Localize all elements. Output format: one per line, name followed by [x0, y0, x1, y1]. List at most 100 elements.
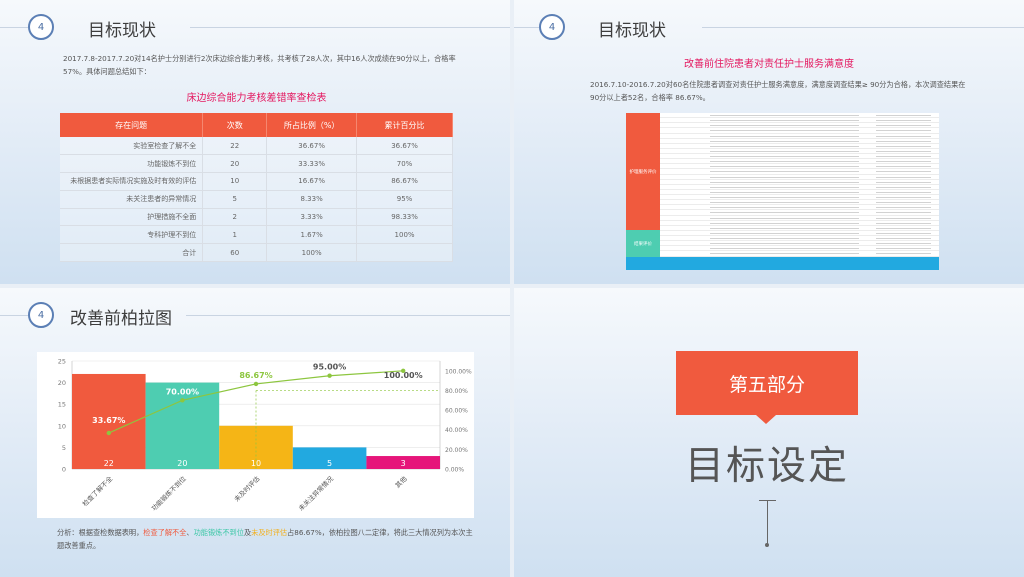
y2-tick-label: 0.00% [445, 467, 464, 474]
table-row: 实验室检查了解不全 22 36.67% 36.67% [60, 137, 453, 156]
table-row: 未根据患者实际情况实施及时有效的评估 10 16.67% 86.67% [60, 172, 453, 191]
table-cell: 98.33% [356, 208, 453, 227]
table-cell: 36.67% [266, 137, 358, 156]
survey-row [660, 118, 939, 124]
pareto-chart-svg: 0 5 10 15 20 25 0.00% 20.00% 40.00% 60.00% 80.00% 1… [58, 358, 472, 513]
line-label: 86.67% [239, 371, 272, 380]
survey-row [660, 175, 939, 180]
survey-row [660, 190, 939, 195]
table-cell: 8.33% [266, 190, 358, 209]
table-cell: 70% [356, 154, 453, 174]
y2-tick-label: 60.00% [445, 408, 468, 415]
table-cell: 36.67% [356, 137, 453, 156]
section-big-title: 目标设定 [684, 444, 849, 489]
survey-row [660, 144, 939, 149]
table-cell: 100% [266, 243, 358, 263]
bar [292, 447, 367, 469]
analysis-item-3: 未及时评估 [251, 528, 288, 537]
y-tick-label: 15 [58, 401, 66, 409]
bar-label: 5 [327, 459, 332, 468]
line-label: 95.00% [313, 363, 346, 372]
analysis-prefix: 分析：根据查检数据表明， [57, 528, 144, 537]
category-label: 未及时评估 [232, 474, 262, 504]
survey-category-label: 护理服务评价 [626, 113, 660, 230]
divider [190, 27, 510, 28]
table-cell: 10 [202, 172, 268, 191]
slide-target-status-table[interactable]: 4 目标现状 2017.7.8-2017.7.20对14名护士分别进行2次床边综… [0, 0, 510, 284]
table-header-row: 存在问题 次数 所占比例（%） 累计百分比 [60, 113, 453, 137]
bar [366, 456, 440, 469]
bar-label: 22 [104, 459, 114, 468]
column-header: 存在问题 [60, 113, 204, 137]
section-number-badge: 4 [539, 14, 565, 40]
table-cell: 3.33% [266, 208, 358, 227]
survey-row [660, 205, 939, 211]
survey-rows [660, 113, 939, 257]
divider [186, 315, 510, 316]
section-number-badge: 4 [28, 14, 54, 40]
intro-text: 2017.7.8-2017.7.20对14名护士分别进行2次床边综合能力考核，共… [63, 54, 456, 76]
divider [702, 27, 1024, 28]
line-label: 100.00% [384, 371, 423, 380]
decor-dot [765, 543, 769, 547]
table-cell: 60 [202, 243, 268, 263]
part-label-pointer [756, 415, 776, 424]
analysis-text: 分析：根据查检数据表明，检查了解不全、功能锻炼不到位及未及时评估占86.67%，… [57, 526, 477, 552]
y-tick-label: 5 [62, 444, 66, 452]
part-label: 第五部分 [676, 351, 858, 415]
table-cell: 33.33% [266, 154, 358, 174]
survey-row [660, 246, 939, 252]
bar-label: 3 [401, 459, 406, 468]
survey-row [660, 216, 939, 221]
survey-row [660, 154, 939, 160]
table-cell: 86.67% [356, 172, 453, 191]
table-title: 床边综合能力考核差错率查检表 [186, 93, 327, 104]
section-number-badge: 4 [28, 302, 54, 328]
line-point [253, 381, 259, 387]
table-cell: 功能锻炼不到位 [60, 154, 204, 174]
survey-row [660, 210, 939, 216]
table-cell: 22 [202, 137, 268, 156]
y2-tick-label: 80.00% [445, 388, 468, 395]
table-row: 专科护理不到位 1 1.67% 100% [60, 225, 453, 245]
line-point [327, 373, 332, 378]
survey-row [660, 231, 939, 236]
bar-label: 20 [177, 459, 187, 468]
decor-line [767, 500, 768, 544]
table-cell: 未关注患者的异常情况 [60, 190, 204, 209]
column-header: 累计百分比 [356, 113, 453, 137]
survey-row [660, 113, 939, 119]
column-header: 次数 [202, 113, 268, 137]
y2-tick-label: 20.00% [445, 447, 468, 454]
category-label: 未关注异常情况 [296, 474, 335, 513]
survey-row [660, 195, 939, 201]
table-row: 护理措施不全面 2 3.33% 98.33% [60, 208, 453, 227]
table-cell: 1.67% [266, 225, 358, 245]
analysis-sep: 及 [243, 528, 252, 537]
table-cell: 95% [356, 190, 453, 209]
table-cell: 专科护理不到位 [60, 225, 204, 245]
survey-row [660, 251, 939, 257]
column-header: 所占比例（%） [266, 113, 358, 137]
survey-row [660, 128, 939, 134]
analysis-item-1: 检查了解不全 [143, 528, 187, 537]
y2-tick-label: 100.00% [445, 368, 472, 375]
table-cell [356, 243, 453, 263]
survey-row [660, 169, 939, 175]
slide-title: 改善前柏拉图 [70, 309, 172, 329]
survey-row [660, 164, 939, 170]
slide-part-five[interactable] [514, 288, 1024, 577]
survey-row [660, 236, 939, 242]
table-cell: 未根据患者实际情况实施及时有效的评估 [60, 172, 204, 191]
table-row: 功能锻炼不到位 20 33.33% 70% [60, 154, 453, 174]
bar [145, 382, 220, 469]
survey-form-image: 护理服务评价 结果评价 [626, 113, 939, 270]
survey-title: 改善前住院患者对责任护士服务满意度 [684, 59, 854, 70]
survey-row [660, 123, 939, 129]
y-tick-label: 20 [58, 379, 66, 387]
survey-row [660, 226, 939, 231]
table-cell: 护理措施不全面 [60, 208, 204, 227]
survey-row [660, 221, 939, 226]
divider [0, 315, 28, 316]
line-point [401, 368, 406, 374]
